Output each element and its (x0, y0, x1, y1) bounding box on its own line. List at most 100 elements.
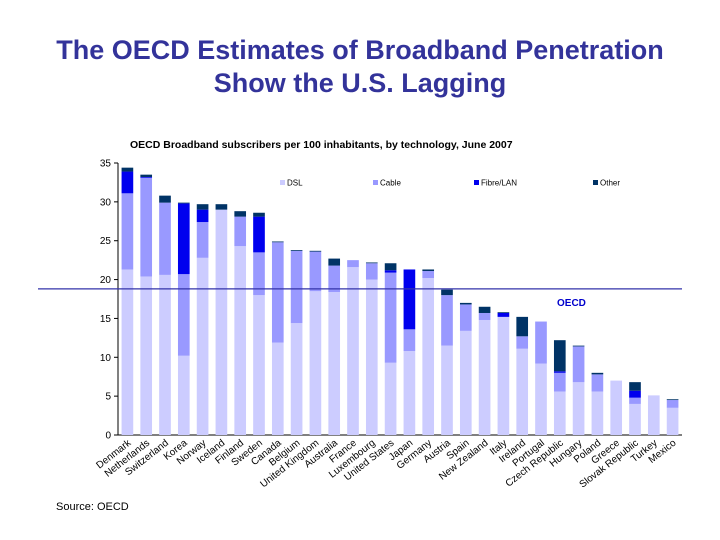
bar-segment (497, 312, 510, 317)
bar-segment (253, 212, 265, 217)
bar-segment (591, 391, 604, 435)
bar-segment (121, 269, 134, 435)
y-tick-label: 15 (100, 314, 112, 325)
bar-segment (347, 267, 359, 435)
bar-segment (629, 403, 641, 435)
bar-segment (140, 276, 153, 435)
oecd-reference: OECD (38, 288, 682, 309)
bar-segment (535, 363, 547, 435)
slide-title-line-1: The OECD Estimates of Broadband Penetrat… (56, 35, 664, 65)
bar-segment (253, 216, 265, 253)
bar-segment (271, 242, 284, 343)
bar-segment (516, 316, 529, 337)
bar-segment (347, 260, 359, 268)
bar-segment (403, 329, 416, 352)
oecd-average-label: OECD (557, 298, 586, 309)
bar-segment (478, 306, 491, 313)
chart-title: OECD Broadband subscribers per 100 inhab… (130, 139, 513, 151)
bar-segment (177, 202, 190, 204)
chart-axes: 0 5 10 15 20 25 30 35 (100, 159, 682, 442)
bar-segment (140, 177, 153, 277)
chart-bars (121, 167, 679, 435)
bar-segment (140, 176, 153, 178)
bar-segment (121, 167, 134, 172)
legend-swatch (280, 180, 285, 185)
bar-segment (497, 316, 510, 435)
bar-segment (215, 209, 228, 435)
bar-segment (365, 279, 378, 435)
bar-segment (234, 211, 247, 217)
bar-segment (196, 257, 209, 435)
bar-segment (403, 269, 416, 330)
y-tick-label: 35 (100, 159, 112, 170)
bar-segment (666, 400, 679, 408)
legend-swatch (474, 180, 479, 185)
legend-swatch (593, 180, 598, 185)
bar-segment (553, 340, 566, 372)
bar-segment (516, 348, 529, 435)
legend-swatch (373, 180, 378, 185)
bar-segment (629, 382, 641, 391)
bar-segment (591, 374, 604, 392)
bar-segment (459, 302, 472, 305)
bar-segment (516, 336, 529, 349)
bar-segment (459, 304, 472, 331)
bar-segment (403, 351, 416, 435)
bar-segment (234, 246, 247, 435)
bar-segment (196, 204, 209, 210)
bar-segment (572, 382, 585, 435)
bar-segment (572, 345, 585, 347)
bar-segment (365, 262, 378, 264)
legend-label: Fibre/LAN (481, 179, 517, 188)
bar-segment (121, 193, 134, 270)
legend-label: Cable (380, 179, 401, 188)
bar-segment (553, 391, 566, 435)
bar-segment (328, 265, 341, 292)
bar-segment (553, 372, 566, 392)
bar-segment (234, 216, 247, 247)
bar-segment (591, 372, 604, 375)
bar-segment (309, 291, 322, 435)
bar-segment (309, 251, 322, 292)
bar-segment (159, 202, 171, 275)
x-axis-labels: DenmarkNetherlandsSwitzerlandKoreaNorway… (94, 437, 678, 490)
bar-segment (422, 269, 435, 272)
bar-segment (441, 295, 453, 346)
bar-segment (253, 252, 265, 296)
bar-segment (290, 250, 303, 324)
bar-segment (309, 250, 322, 252)
bar-segment (328, 292, 341, 435)
bar-segment (177, 203, 190, 275)
bar-segment (159, 195, 171, 203)
bar-segment (384, 263, 397, 271)
bar-segment (215, 204, 228, 210)
bar-segment (384, 362, 397, 435)
y-tick-label: 0 (105, 431, 111, 442)
bar-segment (196, 209, 209, 223)
bar-segment (365, 263, 378, 280)
y-tick-label: 10 (100, 353, 112, 364)
bar-segment (422, 271, 435, 279)
bar-segment (140, 174, 153, 177)
bar-segment (290, 323, 303, 435)
bar-segment (572, 346, 585, 383)
bar-segment (629, 390, 641, 398)
bar-segment (328, 258, 341, 266)
bar-segment (666, 407, 679, 435)
bar-segment (253, 295, 265, 435)
y-tick-label: 30 (100, 197, 112, 208)
legend-label: DSL (287, 179, 303, 188)
bar-segment (647, 395, 660, 435)
bar-segment (497, 312, 510, 313)
bar-segment (610, 380, 623, 435)
bar-segment (666, 399, 679, 401)
bar-segment (478, 312, 491, 320)
bar-segment (177, 274, 190, 356)
slide-title-line-2: Show the U.S. Lagging (213, 68, 507, 98)
bar-segment (459, 330, 472, 435)
bar-segment (384, 270, 397, 273)
bar-segment (271, 342, 284, 435)
bar-segment (422, 278, 435, 435)
bar-segment (478, 319, 491, 435)
